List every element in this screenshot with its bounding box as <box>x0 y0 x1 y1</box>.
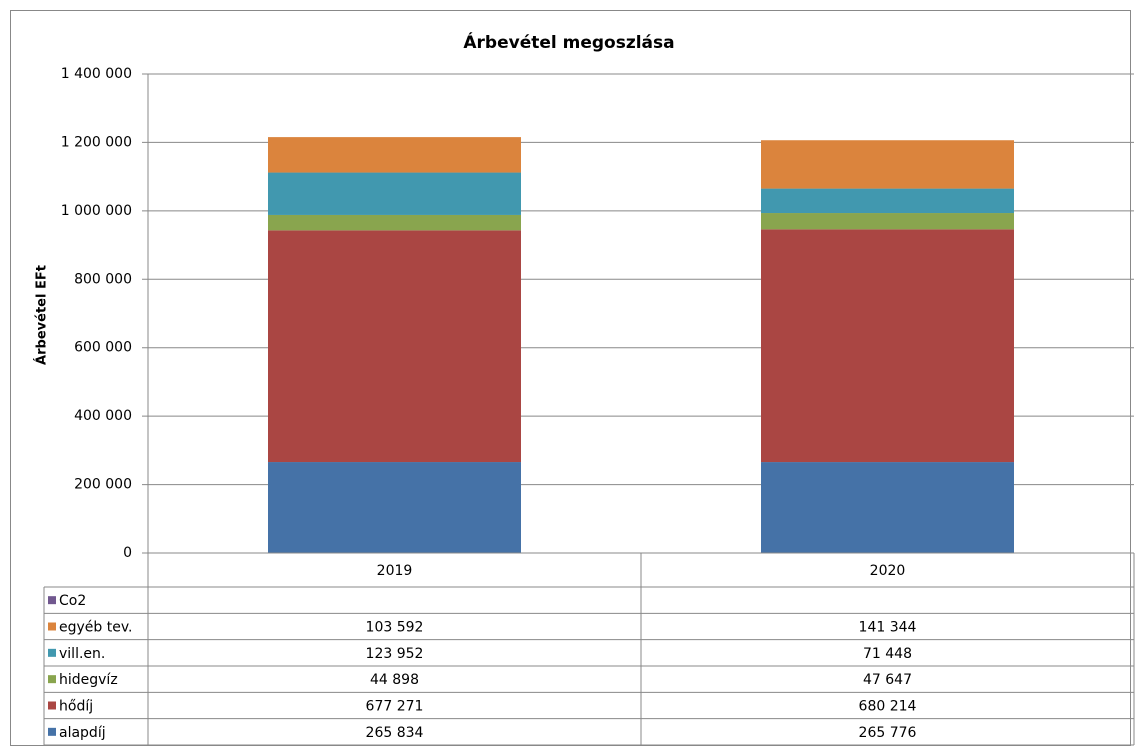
table-value: 141 344 <box>859 620 917 636</box>
chart-title: Árbevétel megoszlása <box>463 31 674 53</box>
bar-segment <box>268 230 521 463</box>
table-value: 47 647 <box>863 672 912 688</box>
legend-label: egyéb tev. <box>59 620 133 636</box>
bar-segment <box>268 172 521 215</box>
y-tick-label: 0 <box>123 545 132 561</box>
y-axis-title: Árbevétel EFt <box>34 265 50 365</box>
legend-swatch <box>48 648 56 657</box>
bar-segment <box>268 462 521 553</box>
bar-segment <box>761 140 1014 189</box>
y-tick-label: 800 000 <box>74 271 132 287</box>
bar-segment <box>268 137 521 173</box>
legend-label: hidegvíz <box>59 672 118 688</box>
table-value: 265 834 <box>366 725 424 741</box>
table-value: 103 592 <box>366 620 424 636</box>
legend-swatch <box>48 727 56 736</box>
bar-segment <box>761 188 1014 214</box>
y-tick-label: 200 000 <box>74 477 132 493</box>
bar-segment <box>761 462 1014 553</box>
legend-label: Co2 <box>59 593 86 609</box>
table-value: 680 214 <box>859 699 917 715</box>
y-tick-label: 400 000 <box>74 408 132 424</box>
table-value: 44 898 <box>370 672 419 688</box>
legend-swatch <box>48 622 56 631</box>
legend-label: hődíj <box>59 699 93 715</box>
table-value: 677 271 <box>366 699 424 715</box>
y-tick-label: 1 400 000 <box>61 66 132 82</box>
y-tick-label: 1 000 000 <box>61 203 132 219</box>
y-tick-label: 1 200 000 <box>61 134 132 150</box>
x-tick-label: 2019 <box>377 563 413 579</box>
bar-segment <box>268 214 521 231</box>
legend-label: vill.en. <box>59 646 105 662</box>
legend-swatch <box>48 675 56 684</box>
legend-label: alapdíj <box>59 725 106 741</box>
table-value: 265 776 <box>859 725 917 741</box>
table-value: 71 448 <box>863 646 912 662</box>
table-value: 123 952 <box>366 646 424 662</box>
bar-segment <box>761 229 1014 463</box>
legend-swatch <box>48 596 56 605</box>
bar-segment <box>761 213 1014 230</box>
legend-swatch <box>48 701 56 710</box>
x-tick-label: 2020 <box>870 563 906 579</box>
y-tick-label: 600 000 <box>74 340 132 356</box>
